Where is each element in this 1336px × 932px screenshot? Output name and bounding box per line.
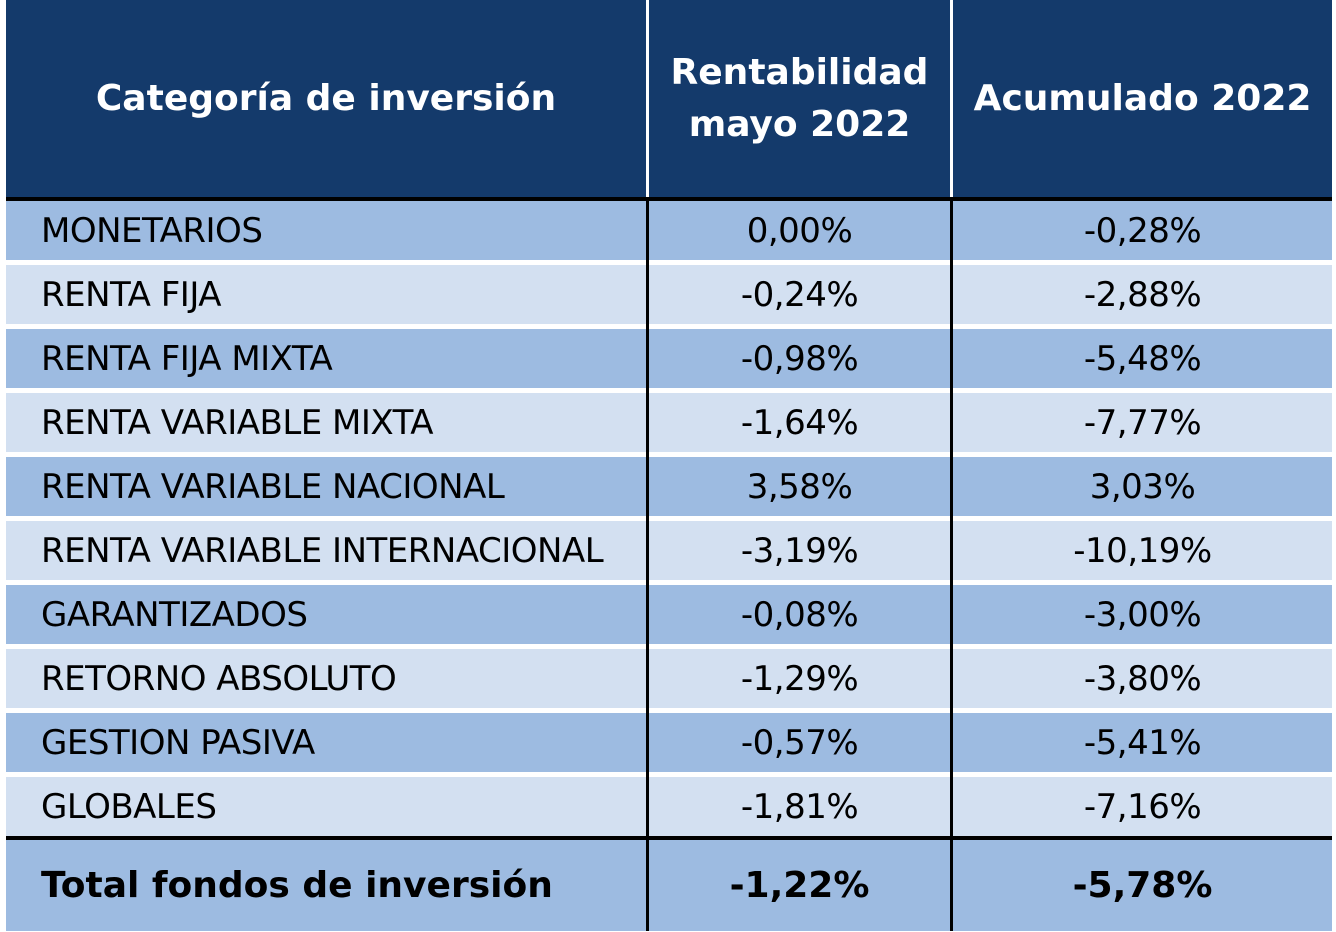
row-ytd: -3,80% [953,649,1332,708]
row-ytd: -5,41% [953,713,1332,772]
header-may-return-line2: mayo 2022 [688,103,911,145]
table-row: RENTA FIJA MIXTA -0,98% -5,48% [6,329,1332,388]
table-row: RENTA VARIABLE NACIONAL 3,58% 3,03% [6,457,1332,516]
row-ytd: -0,28% [953,201,1332,260]
row-may: -1,29% [649,649,950,708]
table-header: Categoría de inversión Rentabilidad mayo… [6,0,1332,197]
row-category: RETORNO ABSOLUTO [6,649,646,708]
total-may: -1,22% [649,840,950,931]
row-ytd: -3,00% [953,585,1332,644]
row-may: -0,08% [649,585,950,644]
row-category: RENTA FIJA [6,265,646,324]
row-category: GARANTIZADOS [6,585,646,644]
row-category: RENTA FIJA MIXTA [6,329,646,388]
header-may-return: Rentabilidad mayo 2022 [649,0,950,197]
row-ytd: -7,77% [953,393,1332,452]
row-ytd: 3,03% [953,457,1332,516]
row-category: RENTA VARIABLE NACIONAL [6,457,646,516]
table-row: RENTA VARIABLE INTERNACIONAL -3,19% -10,… [6,521,1332,580]
column-divider [950,201,953,931]
total-row: Total fondos de inversión -1,22% -5,78% [6,840,1332,931]
returns-table: Categoría de inversión Rentabilidad mayo… [6,0,1332,931]
row-category: GLOBALES [6,777,646,836]
row-may: -1,64% [649,393,950,452]
header-ytd: Acumulado 2022 [953,0,1332,197]
total-category: Total fondos de inversión [6,840,646,931]
row-may: 3,58% [649,457,950,516]
total-divider [6,836,1332,840]
table-row: RENTA FIJA -0,24% -2,88% [6,265,1332,324]
header-may-return-line1: Rentabilidad [670,51,929,93]
header-divider [6,197,1332,201]
table-row: GLOBALES -1,81% -7,16% [6,777,1332,836]
row-may: -0,24% [649,265,950,324]
row-category: GESTION PASIVA [6,713,646,772]
row-may: -1,81% [649,777,950,836]
table-row: MONETARIOS 0,00% -0,28% [6,201,1332,260]
table-row: RETORNO ABSOLUTO -1,29% -3,80% [6,649,1332,708]
table-row: GARANTIZADOS -0,08% -3,00% [6,585,1332,644]
row-may: -3,19% [649,521,950,580]
total-ytd: -5,78% [953,840,1332,931]
row-ytd: -2,88% [953,265,1332,324]
row-may: -0,98% [649,329,950,388]
row-category: MONETARIOS [6,201,646,260]
row-may: -0,57% [649,713,950,772]
row-category: RENTA VARIABLE MIXTA [6,393,646,452]
row-may: 0,00% [649,201,950,260]
column-divider [646,201,649,931]
header-category: Categoría de inversión [6,0,646,197]
row-ytd: -7,16% [953,777,1332,836]
row-ytd: -5,48% [953,329,1332,388]
row-ytd: -10,19% [953,521,1332,580]
table-row: GESTION PASIVA -0,57% -5,41% [6,713,1332,772]
row-category: RENTA VARIABLE INTERNACIONAL [6,521,646,580]
table-row: RENTA VARIABLE MIXTA -1,64% -7,77% [6,393,1332,452]
